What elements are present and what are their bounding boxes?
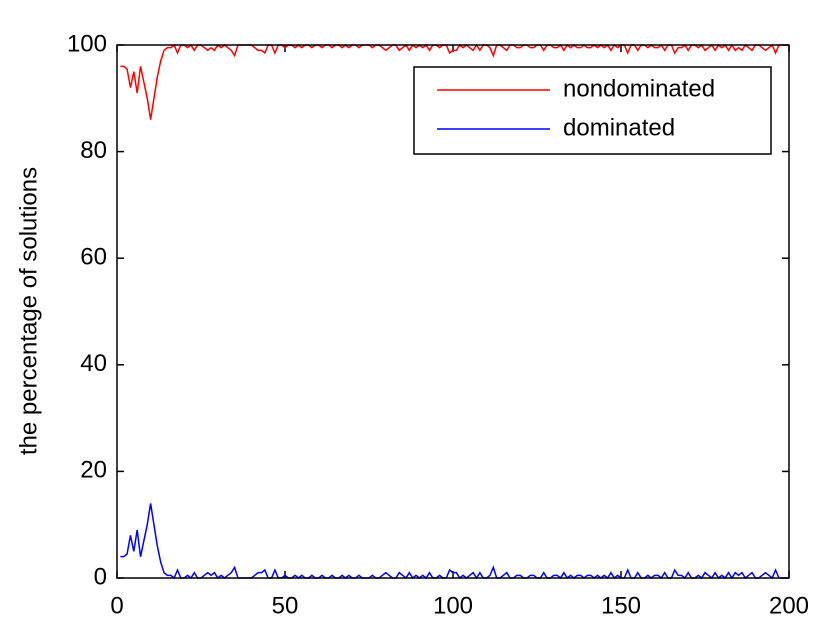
data-line — [120, 503, 789, 580]
x-tick-label: 50 — [272, 592, 299, 619]
legend-label: nondominated — [563, 75, 715, 102]
x-tick-label: 0 — [110, 592, 123, 619]
legend-box — [413, 66, 772, 155]
plot-frame — [116, 44, 790, 579]
x-tick-label: 100 — [433, 592, 473, 619]
y-tick-label: 40 — [80, 350, 107, 377]
y-axis-label: the percentage of solutions — [15, 167, 42, 455]
y-tick-label: 100 — [67, 30, 107, 57]
data-line — [120, 43, 789, 120]
y-tick-label: 20 — [80, 457, 107, 484]
legend-label: dominated — [563, 114, 675, 141]
x-tick-label: 150 — [601, 592, 641, 619]
y-tick-label: 60 — [80, 244, 107, 271]
x-tick-label: 200 — [769, 592, 809, 619]
y-tick-label: 0 — [94, 563, 107, 590]
y-tick-label: 80 — [80, 137, 107, 164]
